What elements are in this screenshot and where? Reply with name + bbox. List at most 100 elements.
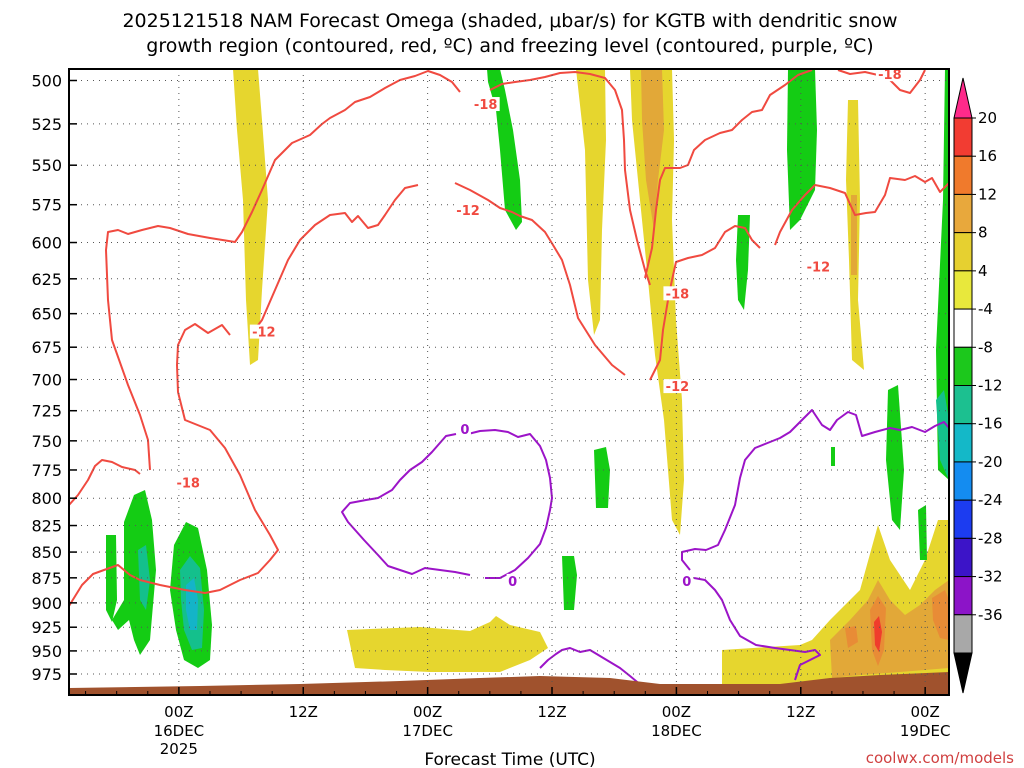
contour-label-bg bbox=[663, 286, 692, 301]
x-tick-year: 2025 bbox=[160, 740, 198, 758]
colorbar-label: -12 bbox=[978, 377, 1003, 395]
colorbar-label: -32 bbox=[978, 568, 1003, 586]
x-tick-label: 00Z bbox=[910, 703, 939, 721]
y-tick-label: 750 bbox=[31, 432, 62, 451]
x-tick-label: 00Z bbox=[662, 703, 691, 721]
omega-positive-region bbox=[630, 69, 684, 535]
dgz-contour-line bbox=[105, 70, 461, 471]
y-tick-label: 925 bbox=[31, 618, 62, 637]
y-tick-label: 900 bbox=[31, 594, 62, 613]
contour-label: -18 bbox=[666, 287, 690, 302]
x-tick-label: 12Z bbox=[786, 703, 815, 721]
omega-negative-region bbox=[112, 490, 156, 655]
contour-label: 0 bbox=[682, 575, 691, 590]
colorbar-label: -8 bbox=[978, 338, 993, 356]
y-tick-label: 800 bbox=[31, 489, 62, 508]
x-tick-label: 00Z bbox=[413, 703, 442, 721]
omega-negative-region bbox=[918, 505, 927, 560]
plot-frame bbox=[68, 68, 950, 696]
x-tick-label: 12Z bbox=[289, 703, 318, 721]
colorbar-label: -16 bbox=[978, 415, 1003, 433]
dgz-contour-line bbox=[644, 69, 813, 279]
colorbar-label: 4 bbox=[978, 262, 988, 280]
y-tick-label: 825 bbox=[31, 517, 62, 536]
dgz-contour-line bbox=[69, 459, 141, 506]
colorbar-swatch bbox=[953, 117, 973, 157]
dgz-contour-line bbox=[454, 182, 626, 376]
colorbar-label: -4 bbox=[978, 300, 993, 318]
contour-label-bg bbox=[680, 573, 693, 588]
x-tick-date: 19DEC bbox=[900, 722, 951, 740]
colorbar-swatch bbox=[953, 576, 973, 616]
y-tick-label: 975 bbox=[31, 665, 62, 684]
colorbar-swatch bbox=[953, 346, 973, 386]
omega-positive-region bbox=[347, 616, 548, 672]
colorbar-label: -28 bbox=[978, 529, 1003, 547]
omega-negative-region bbox=[487, 69, 522, 230]
contour-label: -12 bbox=[807, 260, 831, 275]
colorbar-swatch bbox=[953, 270, 973, 310]
y-tick-label: 625 bbox=[31, 270, 62, 289]
colorbar-swatch bbox=[953, 423, 973, 463]
contour-label-bg bbox=[506, 573, 519, 588]
y-tick-label: 650 bbox=[31, 305, 62, 324]
contour-label-bg bbox=[663, 379, 692, 394]
omega-negative-region bbox=[562, 556, 577, 610]
omega-positive-region bbox=[576, 69, 606, 335]
y-tick-label: 850 bbox=[31, 543, 62, 562]
contour-label: -18 bbox=[878, 68, 902, 83]
y-tick-label: 575 bbox=[31, 196, 62, 215]
freezing-contour-line bbox=[467, 429, 553, 579]
y-tick-label: 700 bbox=[31, 371, 62, 390]
dgz-contour-line bbox=[69, 323, 279, 607]
omega-negative-region bbox=[831, 447, 835, 466]
colorbar-bottom-arrow bbox=[953, 652, 973, 694]
contour-labels: -18 -12 -12 -18 -18 -12 -12 -18 0 0 0 bbox=[174, 67, 904, 590]
colorbar-swatch bbox=[953, 614, 973, 654]
dgz-contour-line bbox=[255, 184, 419, 329]
omega-negative-region bbox=[106, 535, 117, 622]
colorbar-label: 8 bbox=[978, 224, 988, 242]
colorbar-swatch bbox=[953, 155, 973, 195]
colorbar-swatch bbox=[953, 385, 973, 425]
contour-label-bg bbox=[875, 67, 904, 82]
chart-title-line2: growth region (contoured, red, ºC) and f… bbox=[146, 35, 873, 57]
colorbar-swatch bbox=[953, 499, 973, 539]
freezing-contour-line bbox=[681, 409, 949, 571]
omega-positive-region bbox=[932, 590, 949, 640]
omega-positive-region bbox=[830, 580, 949, 678]
omega-negative-region bbox=[736, 215, 750, 310]
ground-terrain bbox=[69, 672, 949, 695]
contour-label: -18 bbox=[474, 98, 498, 113]
contour-label-bg bbox=[471, 97, 500, 112]
colorbar-swatch bbox=[953, 308, 973, 348]
colorbar-label: 20 bbox=[978, 109, 997, 127]
contour-label: -12 bbox=[666, 380, 690, 395]
contour-label: -12 bbox=[252, 326, 276, 341]
x-tick-label: 12Z bbox=[537, 703, 566, 721]
omega-positive-region bbox=[641, 69, 664, 230]
omega-positive-region bbox=[874, 616, 882, 652]
contour-label: -12 bbox=[456, 204, 480, 219]
dgz-contour-line bbox=[774, 175, 949, 246]
colorbar-label: -36 bbox=[978, 606, 1003, 624]
contour-label: 0 bbox=[460, 423, 469, 438]
colorbar-label: -24 bbox=[978, 491, 1003, 509]
omega-shading bbox=[106, 69, 949, 695]
credit-text: coolwx.com/models bbox=[866, 749, 1014, 767]
dgz-contour-line bbox=[649, 225, 761, 381]
y-tick-label: 875 bbox=[31, 569, 62, 588]
omega-negative-region bbox=[594, 447, 610, 508]
y-axis: 500 525 550 575 600 625 650 675 700 725 750 775 800 8… bbox=[31, 72, 77, 684]
dgz-contours bbox=[69, 69, 949, 607]
contour-label: 0 bbox=[508, 575, 517, 590]
omega-positive-region bbox=[845, 626, 858, 648]
omega-negative-region bbox=[936, 69, 949, 480]
omega-negative-region bbox=[936, 390, 949, 480]
colorbar-swatch bbox=[953, 537, 973, 578]
freezing-contour-line bbox=[341, 433, 471, 576]
colorbar: 20 16 12 8 4 -4 -8 -12 -16 -20 -24 -28 -32 -36 bbox=[953, 77, 1003, 694]
colorbar-label: -20 bbox=[978, 453, 1003, 471]
colorbar-swatch bbox=[953, 193, 973, 234]
